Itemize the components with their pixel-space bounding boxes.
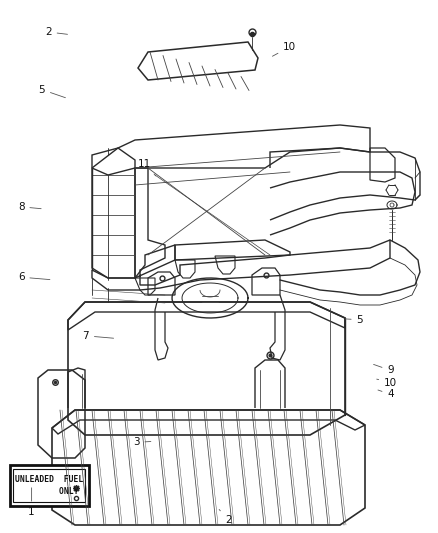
Text: 4: 4 bbox=[377, 390, 393, 399]
Text: 2: 2 bbox=[219, 510, 231, 524]
Text: 10: 10 bbox=[272, 42, 296, 56]
Text: 5: 5 bbox=[344, 315, 363, 325]
Text: 9: 9 bbox=[373, 365, 393, 375]
Text: 1: 1 bbox=[28, 488, 35, 516]
Text: UNLEADED  FUEL
        ONLY: UNLEADED FUEL ONLY bbox=[15, 475, 83, 496]
Text: 5: 5 bbox=[38, 85, 65, 98]
Text: 6: 6 bbox=[18, 272, 50, 282]
Text: 11: 11 bbox=[138, 159, 155, 176]
FancyBboxPatch shape bbox=[10, 465, 88, 506]
Text: 10: 10 bbox=[376, 378, 396, 387]
Text: 3: 3 bbox=[132, 438, 151, 447]
FancyBboxPatch shape bbox=[14, 469, 85, 502]
Text: 8: 8 bbox=[18, 202, 41, 212]
Text: 7: 7 bbox=[82, 331, 113, 341]
Text: 2: 2 bbox=[45, 27, 67, 37]
